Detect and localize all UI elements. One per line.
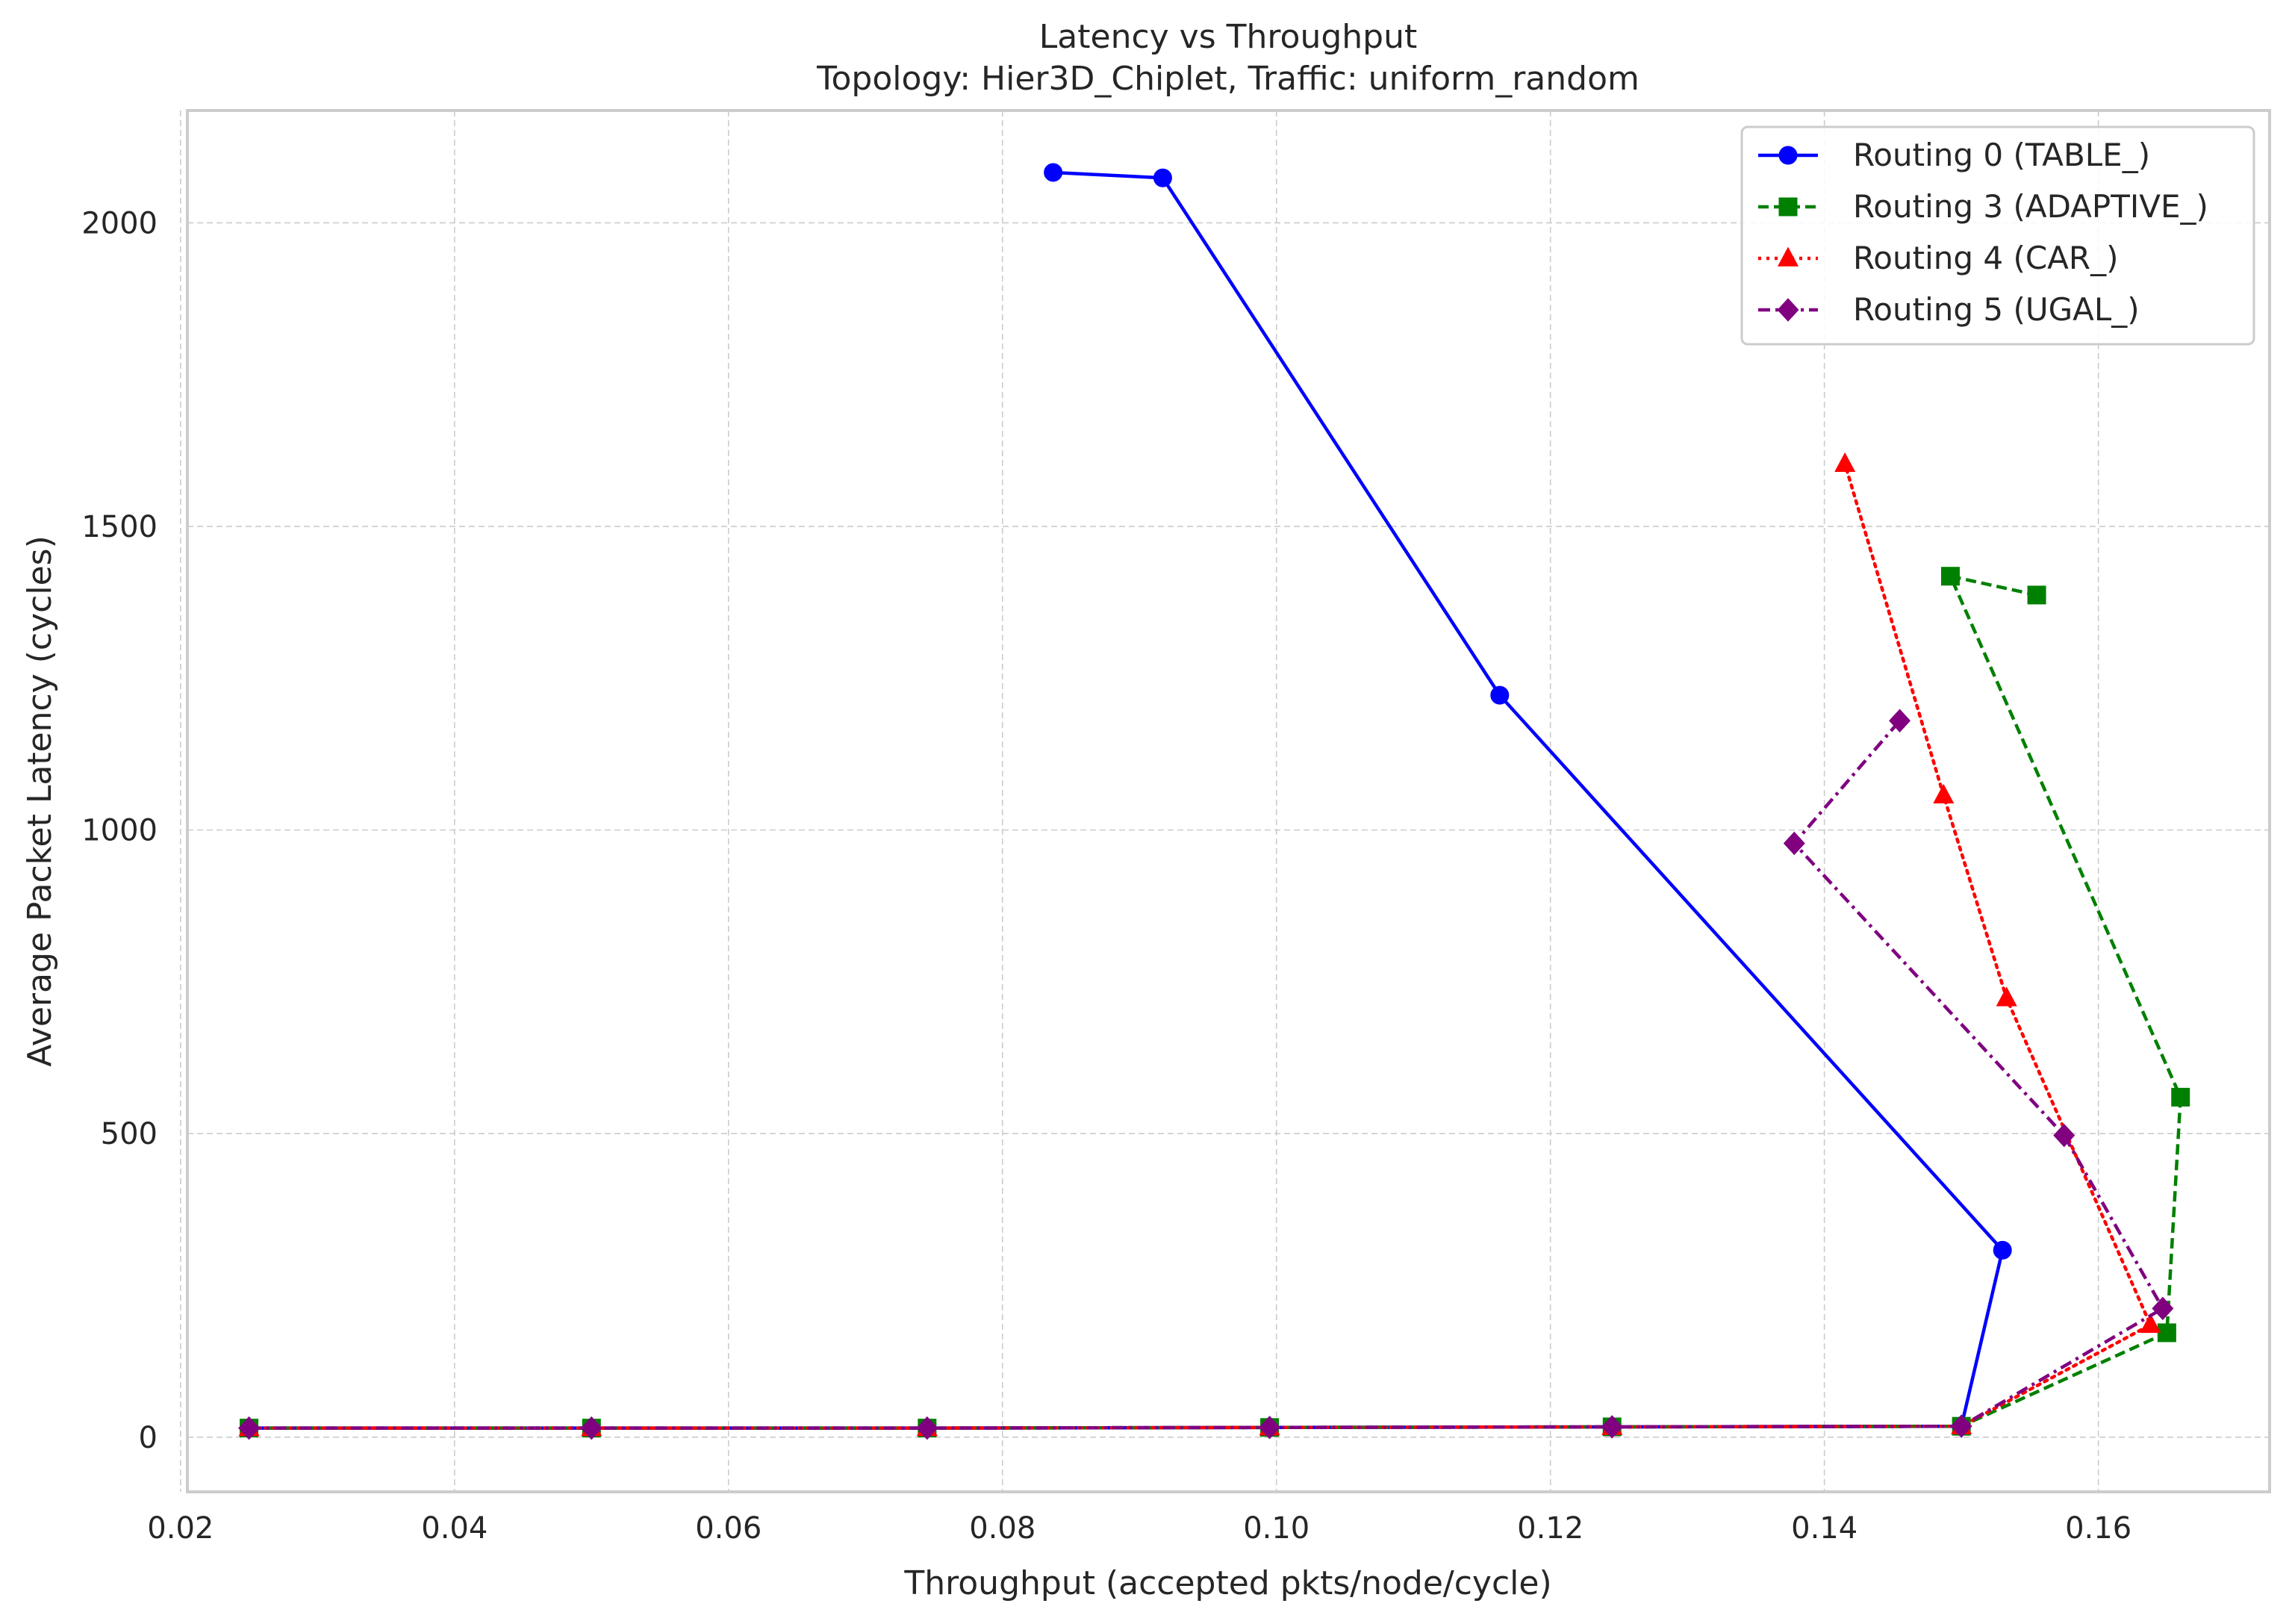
diamond-data-marker: [1601, 1415, 1623, 1439]
diamond-data-marker: [2053, 1123, 2075, 1148]
triangle-data-marker: [1834, 452, 1856, 472]
diamond-data-marker: [1259, 1416, 1281, 1440]
diamond-data-marker: [916, 1416, 938, 1440]
diamond-data-marker: [238, 1416, 261, 1440]
y-tick-label: 1000: [81, 814, 158, 848]
diamond-data-marker: [1950, 1414, 1972, 1438]
legend-label: Routing 3 (ADAPTIVE_): [1853, 188, 2208, 225]
diamond-data-marker: [580, 1416, 602, 1440]
grid: [180, 111, 2270, 1492]
circle-data-marker: [1490, 685, 1510, 705]
y-tick-label: 0: [139, 1421, 158, 1455]
legend-box: [1740, 125, 2255, 346]
diamond-data-marker: [1783, 831, 1805, 856]
circle-data-marker: [1153, 168, 1172, 187]
square-data-marker: [2171, 1087, 2190, 1107]
legend-label: Routing 4 (CAR_): [1853, 240, 2118, 276]
x-tick-label: 0.04: [421, 1511, 488, 1546]
triangle-data-marker: [1777, 246, 1799, 267]
legend-entry: Routing 4 (CAR_): [1758, 240, 2118, 276]
legend-label: Routing 5 (UGAL_): [1853, 291, 2140, 328]
legend-entry: Routing 0 (TABLE_): [1758, 137, 2150, 173]
diamond-data-marker: [1777, 298, 1799, 322]
x-tick-label: 0.08: [969, 1511, 1036, 1546]
plot-series: [238, 163, 2190, 1440]
y-tick-label: 500: [101, 1117, 158, 1151]
y-tick-label: 2000: [81, 206, 158, 240]
square-data-marker: [1778, 197, 1798, 217]
x-axis-label: Throughput (accepted pkts/node/cycle): [903, 1564, 1551, 1602]
circle-data-marker: [1778, 146, 1798, 165]
legend: Routing 0 (TABLE_) Routing 3 (ADAPTIVE_) R…: [1740, 125, 2255, 346]
series-routing-3: [238, 709, 2174, 1440]
y-tick-label: 1500: [81, 510, 158, 544]
square-data-marker: [1940, 567, 1960, 586]
legend-entry: Routing 5 (UGAL_): [1758, 291, 2140, 328]
axis-ticks: 0.02 0.04 0.06 0.08 0.10 0.12 0.14 0.16 0 500 1000…: [81, 206, 2131, 1546]
x-tick-label: 0.10: [1243, 1511, 1310, 1546]
circle-data-marker: [1044, 163, 1063, 182]
diamond-data-marker: [1889, 709, 1911, 732]
square-data-marker: [2027, 585, 2046, 605]
legend-label: Routing 0 (TABLE_): [1853, 137, 2150, 173]
triangle-data-marker: [2140, 1313, 2161, 1334]
triangle-data-marker: [1996, 986, 2017, 1007]
chart-title: Latency vs Throughput: [1039, 18, 1417, 56]
chart-subtitle: Topology: Hier3D_Chiplet, Traffic: unifo…: [816, 60, 1639, 98]
plot-frame: [186, 109, 2271, 1493]
diamond-data-marker: [2152, 1296, 2174, 1321]
series-line: [249, 719, 2165, 1430]
y-axis-label: Average Packet Latency (cycles): [21, 535, 59, 1066]
square-data-marker: [2157, 1323, 2176, 1343]
circle-data-marker: [1993, 1240, 2012, 1260]
x-tick-label: 0.14: [1791, 1511, 1857, 1546]
triangle-data-marker: [1933, 783, 1955, 803]
x-tick-label: 0.16: [2065, 1511, 2131, 1546]
legend-items: Routing 0 (TABLE_) Routing 3 (ADAPTIVE_) R…: [1758, 137, 2208, 328]
x-tick-label: 0.02: [147, 1511, 214, 1546]
x-tick-label: 0.06: [695, 1511, 762, 1546]
x-tick-label: 0.12: [1517, 1511, 1583, 1546]
legend-entry: Routing 3 (ADAPTIVE_): [1758, 188, 2208, 225]
